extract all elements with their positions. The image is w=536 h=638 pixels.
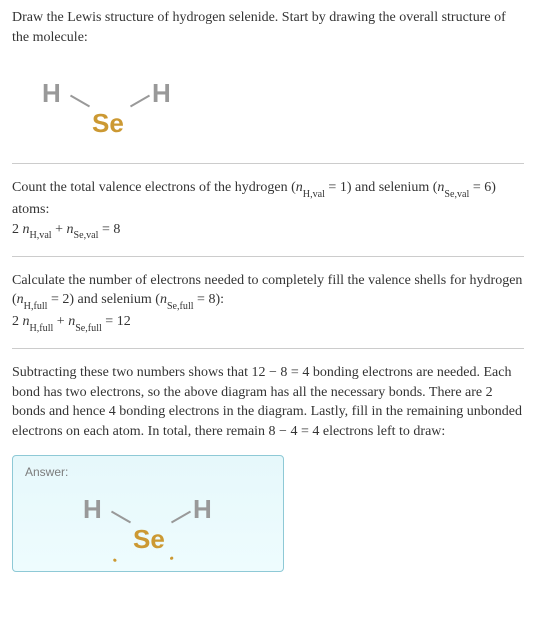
step4-text: Subtracting these two numbers shows that… (12, 365, 522, 439)
answer-box: Answer: H H Se .. .. (12, 455, 284, 572)
bond-right (130, 95, 150, 108)
step2-section: Count the total valence electrons of the… (12, 178, 524, 241)
step2-eq-var2: n (67, 222, 74, 237)
answer-atom-hydrogen-right: H (193, 491, 212, 527)
step3-sub1: H,full (24, 301, 48, 312)
answer-label: Answer: (25, 464, 271, 481)
step3-eq-prefix: 2 (12, 314, 23, 329)
initial-molecule: H H Se (28, 71, 178, 141)
atom-hydrogen-left: H (42, 75, 61, 111)
bond-left (70, 95, 90, 108)
step2-eq-sub2: Se,val (74, 230, 99, 241)
step3-var2: n (160, 292, 167, 307)
step2-eq-sub1: H,val (30, 230, 52, 241)
step3-sub2: Se,full (167, 301, 194, 312)
step2-eq-result: = 8 (98, 222, 120, 237)
step3-var1: n (17, 292, 24, 307)
divider-1 (12, 163, 524, 164)
divider-2 (12, 256, 524, 257)
step3-eq2: = 8): (194, 292, 224, 307)
step2-sub1: H,val (303, 189, 325, 200)
step2-eq-plus: + (52, 222, 67, 237)
initial-molecule-container: H H Se (12, 61, 524, 149)
answer-molecule: H H Se .. .. (69, 487, 219, 557)
step3-equation: 2 nH,full + nSe,full = 12 (12, 312, 524, 334)
step3-eq-plus: + (53, 314, 68, 329)
answer-atom-hydrogen-left: H (83, 491, 102, 527)
step3-section: Calculate the number of electrons needed… (12, 271, 524, 334)
step3-eq-result: = 12 (102, 314, 131, 329)
lone-pair-left: .. (111, 547, 121, 563)
step2-eq-prefix: 2 (12, 222, 23, 237)
intro-section: Draw the Lewis structure of hydrogen sel… (12, 8, 524, 47)
answer-bond-right (171, 511, 191, 524)
step3-eq-sub2: Se,full (75, 323, 102, 334)
step2-var1: n (296, 180, 303, 195)
step2-eq1: = 1) and selenium ( (325, 180, 437, 195)
step2-eq-var1: n (23, 222, 30, 237)
atom-selenium: Se (92, 105, 124, 141)
step4-section: Subtracting these two numbers shows that… (12, 363, 524, 441)
answer-atom-selenium: Se (133, 521, 165, 557)
step2-sub2: Se,val (444, 189, 469, 200)
step3-eq-sub1: H,full (30, 323, 54, 334)
step2-equation: 2 nH,val + nSe,val = 8 (12, 220, 524, 242)
intro-text: Draw the Lewis structure of hydrogen sel… (12, 10, 506, 45)
answer-molecule-wrapper: H H Se .. .. (25, 487, 271, 557)
atom-hydrogen-right: H (152, 75, 171, 111)
divider-3 (12, 348, 524, 349)
step3-eq1: = 2) and selenium ( (47, 292, 159, 307)
step2-prefix: Count the total valence electrons of the… (12, 180, 296, 195)
answer-bond-left (111, 511, 131, 524)
step3-eq-var1: n (23, 314, 30, 329)
